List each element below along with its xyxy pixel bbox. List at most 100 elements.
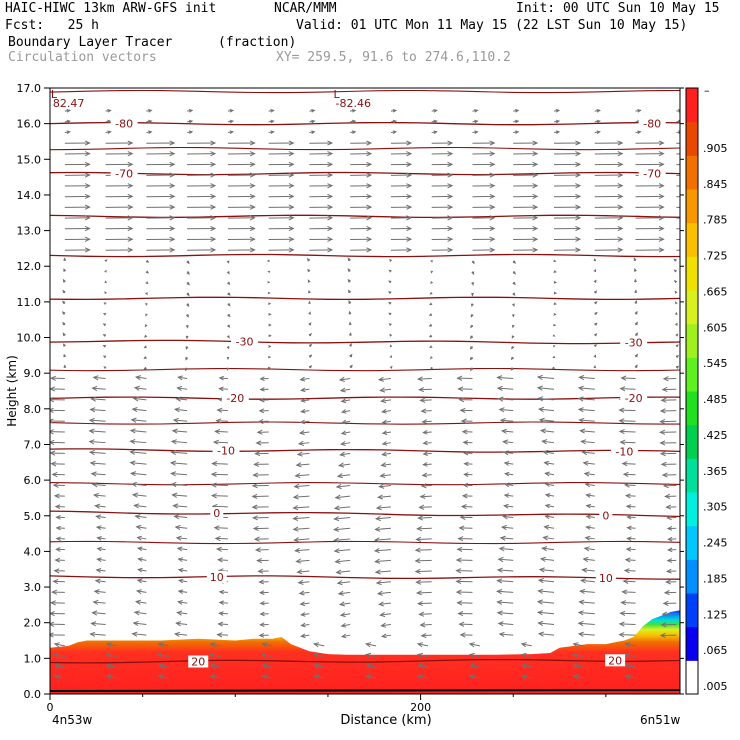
wind-vector (131, 419, 147, 422)
wind-vector-head (94, 578, 101, 584)
y-tick-label: 8.0 (24, 403, 42, 416)
isotherm-label-bg (610, 445, 638, 458)
wind-vector (537, 376, 555, 380)
wind-vector-head (104, 280, 107, 284)
wind-vector (619, 409, 636, 412)
wind-vector (106, 643, 117, 647)
wind-vector-head (53, 652, 60, 658)
wind-vector (423, 442, 432, 444)
wind-vector-head (381, 633, 387, 639)
wind-vector (262, 643, 273, 647)
xy-endpoints: XY= 259.5, 91.6 to 274.6,110.2 (276, 50, 511, 65)
wind-vector-head (420, 483, 427, 489)
wind-vector-head (458, 397, 465, 403)
wind-vector-head (433, 109, 438, 113)
isotherm-label: 20 (191, 655, 205, 668)
wind-vector-head (210, 193, 217, 200)
wind-vector-head (144, 324, 148, 328)
wind-vector-head (336, 473, 343, 479)
wind-vector-head (313, 652, 320, 658)
isotherm-line (50, 448, 680, 453)
wind-vector-head (50, 375, 56, 381)
wind-vector-head (544, 471, 550, 477)
wind-vector-head (572, 663, 579, 669)
wind-vector (334, 527, 351, 531)
wind-vector (541, 430, 555, 433)
wind-vector-head (532, 236, 539, 242)
wind-vector-head (170, 439, 177, 445)
wind-vector-head (583, 546, 590, 552)
wind-vector-head (618, 621, 625, 627)
wind-vector-head (626, 514, 632, 520)
x-left-endpoint-label: 4n53w (52, 713, 93, 727)
wind-vector-head (675, 354, 680, 359)
colorbar-swatch (686, 593, 698, 628)
y-tick-label: 9.0 (24, 367, 42, 380)
wind-vector (415, 549, 432, 551)
wind-vector-head (624, 642, 631, 648)
wind-vector (376, 517, 391, 520)
wind-vector-head (226, 367, 230, 371)
wind-vector-head (532, 247, 539, 253)
wind-vector-head (105, 663, 112, 669)
wind-vector-head (129, 428, 136, 434)
wind-vector-head (366, 236, 373, 242)
wind-vector-head (584, 482, 591, 488)
isotherm-label: -10 (217, 444, 235, 457)
wind-vector-head (619, 439, 626, 445)
x-tick-label: 0 (47, 701, 54, 714)
wind-vector (497, 387, 514, 390)
wind-vector-head (593, 343, 597, 348)
wind-vector-head (470, 324, 474, 329)
wind-vector-head (63, 364, 67, 368)
wind-vector (338, 591, 351, 595)
wind-vector (380, 613, 392, 616)
wind-vector-head (455, 589, 462, 595)
wind-vector-head (50, 429, 54, 435)
wind-vector-head (218, 386, 224, 392)
colorbar-label: .845 (703, 178, 728, 191)
wind-vector-head (551, 366, 555, 369)
wind-vector-head (259, 376, 265, 382)
wind-vector-head (143, 356, 147, 360)
wind-vector-head (308, 311, 311, 315)
wind-vector-head (218, 611, 224, 616)
wind-vector (314, 675, 325, 679)
wind-vector-head (268, 323, 272, 327)
wind-vector-head (90, 621, 97, 627)
wind-vector-head (62, 278, 66, 283)
wind-vector (215, 430, 228, 433)
wind-vector (420, 623, 432, 626)
wind-vector-head (499, 418, 506, 424)
wind-vector (578, 408, 595, 412)
wind-vector (625, 664, 636, 668)
wind-vector-head (532, 161, 539, 167)
wind-vector-head (327, 172, 334, 178)
wind-vector-head (170, 449, 177, 456)
wind-vector-head (50, 397, 55, 403)
wind-vector (584, 472, 595, 476)
wind-vector (498, 398, 514, 401)
wind-vector (215, 537, 228, 540)
wind-vector-head (293, 483, 300, 489)
wind-vector-head (176, 610, 183, 616)
wind-vector-head (459, 514, 466, 520)
wind-vector-head (249, 151, 256, 157)
wind-vector-head (421, 419, 428, 425)
wind-vector-head (209, 642, 216, 648)
wind-vector-head (536, 374, 543, 381)
wind-vector-head (84, 193, 91, 200)
wind-vector-head (594, 311, 598, 316)
wind-vector-head (50, 418, 54, 424)
wind-vector-head (406, 193, 413, 200)
wind-vector-head (259, 590, 265, 595)
wind-vector-head (186, 271, 190, 275)
wind-vector-head (585, 514, 592, 520)
wind-vector-head (251, 483, 258, 489)
wind-vector-head (660, 397, 667, 403)
isotherm-label: -80 (643, 118, 661, 131)
wind-vector-head (270, 130, 275, 135)
wind-vector-head (95, 525, 102, 531)
wind-vector-head (377, 494, 384, 500)
wind-vector-head (102, 355, 107, 359)
